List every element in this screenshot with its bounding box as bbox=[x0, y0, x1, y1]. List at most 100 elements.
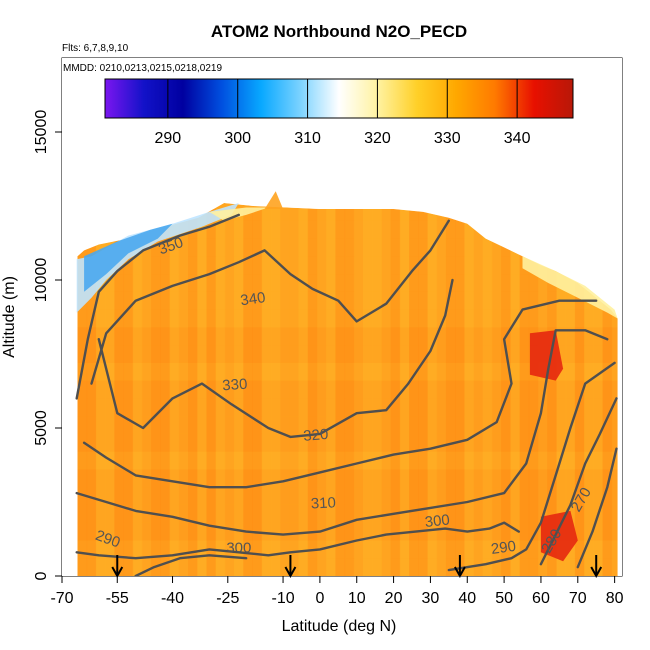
heat-column bbox=[77, 208, 88, 576]
x-tick-label: 60 bbox=[532, 590, 550, 607]
heat-column bbox=[151, 208, 161, 576]
heat-column bbox=[372, 208, 382, 576]
x-tick-label: 70 bbox=[569, 590, 587, 607]
heat-patch bbox=[540, 510, 578, 562]
contour-line bbox=[75, 521, 520, 560]
heat-column bbox=[114, 208, 125, 576]
x-tick-label: -55 bbox=[106, 590, 129, 607]
heat-column bbox=[381, 208, 392, 576]
heat-band bbox=[77, 309, 618, 328]
heat-column bbox=[86, 208, 97, 576]
heat-column bbox=[418, 208, 428, 576]
x-tick-label: -70 bbox=[50, 590, 73, 607]
heat-band bbox=[77, 504, 618, 523]
contour-label: 300 bbox=[424, 511, 451, 531]
heat-column bbox=[123, 208, 134, 576]
heat-band bbox=[77, 238, 618, 257]
heat-band bbox=[77, 291, 618, 310]
colorbar-ticks: 290 300 310 320 330 340 bbox=[155, 79, 531, 147]
contour-label: 290 bbox=[490, 538, 517, 558]
heat-column bbox=[455, 208, 465, 576]
contour-line bbox=[447, 361, 616, 572]
heat-column bbox=[602, 208, 613, 576]
colorbar: 290 300 310 320 330 340 bbox=[104, 78, 574, 147]
heat-band bbox=[77, 487, 618, 505]
heat-column bbox=[363, 208, 373, 576]
y-tick-label: 10000 bbox=[33, 258, 50, 303]
domain-mask bbox=[62, 58, 622, 576]
x-tick-label: 20 bbox=[385, 590, 403, 607]
chart-title: ATOM2 Northbound N2O_PECD bbox=[211, 22, 467, 41]
heat-column bbox=[188, 208, 198, 576]
heat-column bbox=[464, 208, 475, 576]
heat-band bbox=[77, 345, 618, 363]
flight-marker-arrow bbox=[284, 555, 297, 579]
heat-band bbox=[77, 398, 618, 417]
y-tick-label: 5000 bbox=[33, 410, 50, 446]
heat-column bbox=[473, 208, 484, 576]
contour-line bbox=[134, 554, 248, 576]
heat-column bbox=[206, 208, 217, 576]
colorbar-tick-label: 330 bbox=[434, 130, 461, 147]
colorbar-tick-label: 320 bbox=[364, 130, 391, 147]
heat-column bbox=[280, 208, 290, 576]
contour-line bbox=[576, 447, 618, 569]
contour-line bbox=[97, 278, 454, 439]
heat-column bbox=[316, 208, 327, 576]
contour-line bbox=[82, 299, 598, 489]
heat-band bbox=[77, 256, 618, 275]
heat-band bbox=[77, 451, 618, 470]
heat-column bbox=[574, 208, 585, 576]
heat-band bbox=[77, 469, 618, 488]
heat-column bbox=[243, 208, 253, 576]
heat-column bbox=[289, 208, 300, 576]
x-axis: -70 -55 -40 -25 -10 0 10 20 30 40 50 60 70 80 bbox=[50, 576, 624, 607]
heat-column bbox=[584, 208, 594, 576]
y-axis-label: Altitude (m) bbox=[1, 276, 18, 358]
heat-column bbox=[538, 208, 548, 576]
heat-column bbox=[409, 208, 419, 576]
x-tick-label: -10 bbox=[271, 590, 294, 607]
colorbar-tick-label: 300 bbox=[224, 130, 251, 147]
contour-label: 320 bbox=[303, 426, 329, 445]
heat-patch bbox=[84, 223, 173, 292]
y-axis: 0 5000 10000 15000 bbox=[33, 110, 62, 580]
heat-column bbox=[491, 208, 502, 576]
heat-column bbox=[427, 208, 438, 576]
heat-patch bbox=[522, 256, 618, 319]
flight-markers bbox=[111, 555, 603, 579]
heat-column bbox=[326, 208, 336, 576]
x-tick-label: 80 bbox=[606, 590, 624, 607]
heat-band bbox=[77, 327, 618, 346]
x-tick-label: -40 bbox=[161, 590, 184, 607]
contour-label: 340 bbox=[239, 289, 266, 309]
x-axis-label: Latitude (deg N) bbox=[282, 618, 397, 635]
heat-band bbox=[77, 540, 618, 559]
heat-column bbox=[335, 208, 346, 576]
heat-column bbox=[399, 208, 410, 576]
flights-subtitle: Flts: 6,7,8,9,10 bbox=[62, 43, 129, 54]
heat-column bbox=[307, 208, 318, 576]
colorbar-tick-label: 310 bbox=[294, 130, 321, 147]
y-tick-label: 0 bbox=[33, 571, 50, 580]
dates-subtitle: MMDD: 0210,0213,0215,0218,0219 bbox=[63, 63, 222, 74]
heat-column bbox=[593, 208, 603, 576]
heat-band bbox=[77, 433, 618, 452]
heat-column bbox=[519, 208, 530, 576]
heat-column bbox=[445, 208, 456, 576]
heat-column bbox=[547, 208, 557, 576]
x-tick-label: 10 bbox=[348, 590, 366, 607]
contour-line bbox=[75, 329, 609, 536]
x-tick-label: 40 bbox=[458, 590, 476, 607]
heat-column bbox=[611, 208, 622, 576]
heat-column bbox=[270, 208, 281, 576]
heat-patch bbox=[529, 330, 564, 381]
heatmap-field bbox=[62, 58, 622, 576]
heat-column bbox=[169, 208, 180, 576]
colorbar-tick-label: 340 bbox=[504, 130, 531, 147]
heat-column bbox=[105, 208, 115, 576]
heat-column bbox=[510, 208, 521, 576]
heat-column bbox=[482, 208, 493, 576]
heat-column bbox=[528, 208, 539, 576]
